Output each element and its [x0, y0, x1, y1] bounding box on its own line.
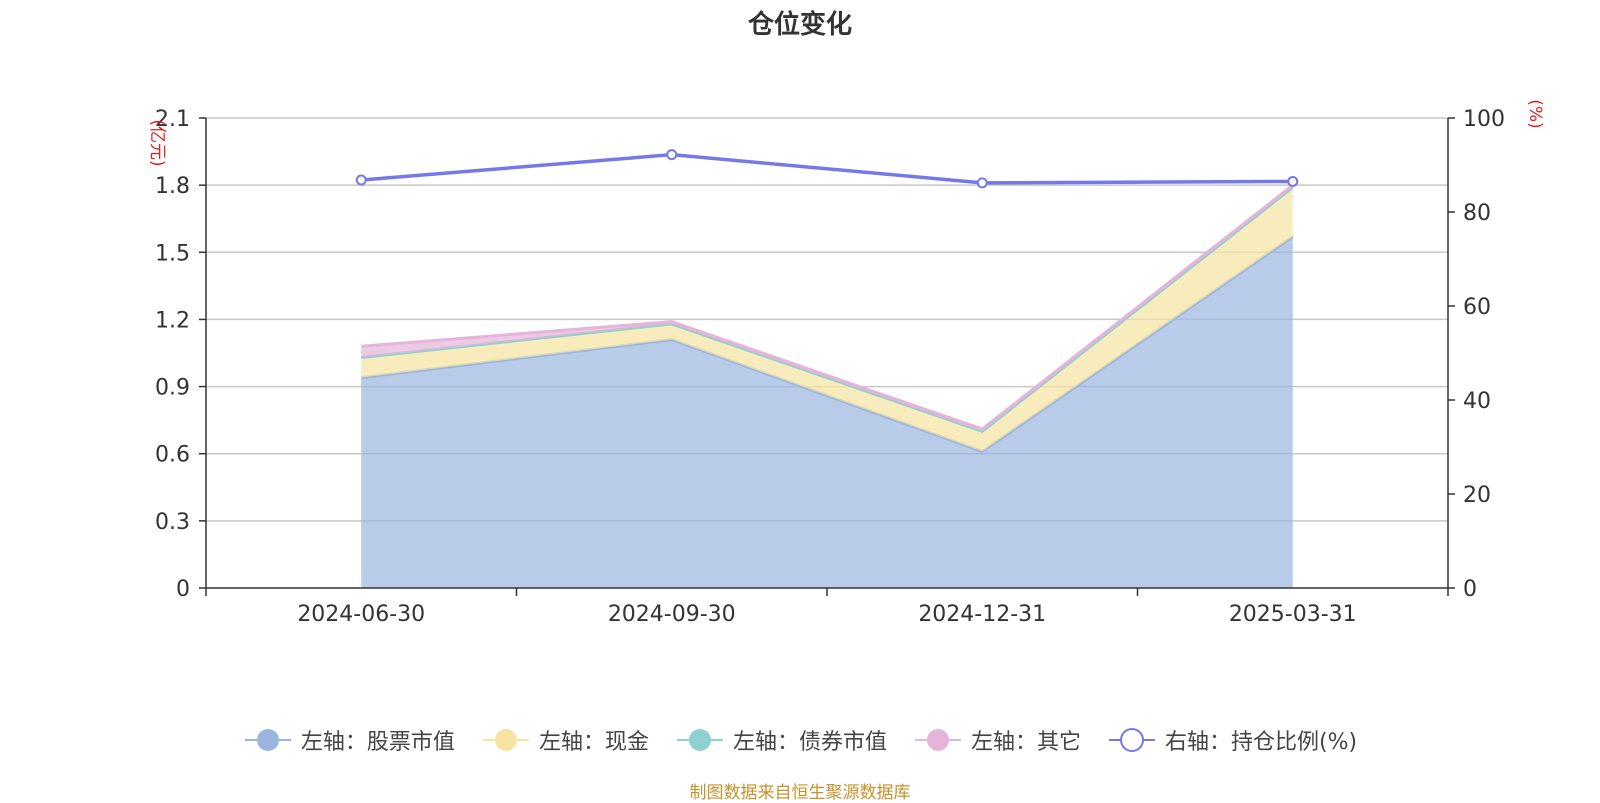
left-tick-label: 0.6	[155, 443, 190, 468]
source-note: 制图数据来自恒生聚源数据库	[689, 783, 911, 803]
legend-label: 左轴：其它	[970, 730, 1081, 755]
legend: 左轴：股票市值 左轴：现金 左轴：债券市值 左轴：其它 右轴：持仓比例(%)	[0, 720, 1600, 760]
x-tick-label: 2025-03-31	[1229, 602, 1357, 627]
x-tick-label: 2024-09-30	[608, 602, 736, 627]
legend-swatch-icon	[244, 729, 291, 751]
area-layer	[361, 183, 1294, 588]
legend-label: 左轴：股票市值	[300, 730, 455, 755]
right-tick-label: 100	[1463, 107, 1505, 132]
legend-swatch-icon	[914, 729, 961, 751]
left-tick-label: 1.8	[155, 174, 190, 199]
right-axis-unit: (%)	[1525, 99, 1545, 128]
right-tick-label: 20	[1463, 483, 1491, 508]
x-tick-label: 2024-12-31	[918, 602, 1046, 627]
left-tick-label: 2.1	[155, 107, 190, 132]
legend-label: 右轴：持仓比例(%)	[1164, 730, 1358, 755]
right-tick-label: 60	[1463, 295, 1491, 320]
legend-swatch-icon	[1108, 728, 1155, 752]
ratio-point	[355, 174, 367, 186]
axis-layer: 0 0.3 0.6 0.9 1.2 1.5 1.8 2.1 0 20 40 60 80 100 2024-0…	[147, 99, 1545, 627]
left-tick-label: 0.9	[155, 376, 190, 401]
left-tick-label: 1.2	[155, 308, 190, 333]
area-cash	[361, 187, 1293, 452]
ratio-point	[666, 149, 678, 161]
area-stock	[361, 236, 1293, 588]
legend-item[interactable]: 左轴：股票市值	[243, 724, 455, 756]
legend-label: 左轴：债券市值	[732, 730, 887, 755]
ratio-point	[1287, 175, 1299, 187]
right-tick-label: 40	[1463, 389, 1491, 414]
legend-swatch-icon	[482, 729, 529, 751]
right-tick-label: 0	[1463, 577, 1477, 602]
ratio-point	[976, 177, 988, 189]
right-tick-label: 80	[1463, 201, 1491, 226]
legend-label: 左轴：现金	[538, 730, 649, 755]
x-tick-label: 2024-06-30	[297, 602, 425, 627]
left-tick-label: 0.3	[155, 510, 190, 535]
chart-title: 仓位变化	[747, 10, 852, 40]
left-tick-label: 1.5	[155, 241, 190, 266]
left-axis-unit: (亿元)	[147, 119, 167, 166]
legend-item[interactable]: 左轴：现金	[481, 724, 649, 756]
legend-item[interactable]: 右轴：持仓比例(%)	[1107, 724, 1357, 756]
ratio-line	[361, 152, 1293, 185]
legend-swatch-icon	[676, 729, 723, 751]
left-tick-label: 0	[176, 577, 190, 602]
legend-item[interactable]: 左轴：其它	[913, 724, 1081, 756]
line-layer	[355, 149, 1299, 189]
legend-item[interactable]: 左轴：债券市值	[675, 724, 887, 756]
area-edge-other	[361, 183, 1294, 431]
